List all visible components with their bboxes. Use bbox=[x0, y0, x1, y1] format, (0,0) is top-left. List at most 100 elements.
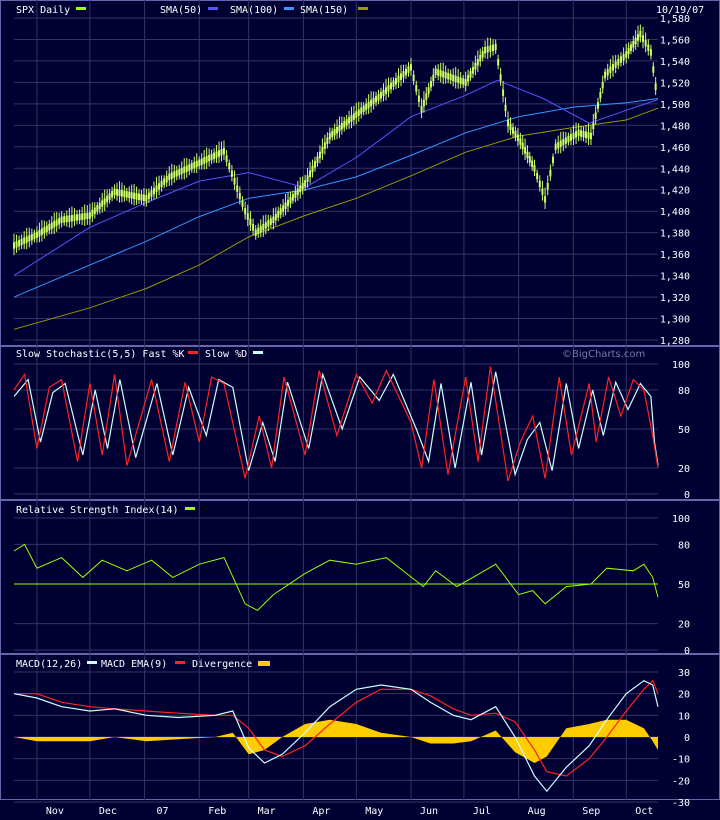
price-candle bbox=[377, 93, 380, 101]
price-candle bbox=[244, 207, 247, 215]
price-candle bbox=[642, 35, 645, 42]
y-tick-label: 80 bbox=[678, 540, 690, 551]
price-candle bbox=[647, 44, 650, 52]
y-tick-label: 1,320 bbox=[660, 293, 690, 304]
price-candle bbox=[511, 127, 514, 134]
price-candle bbox=[190, 163, 193, 170]
price-candle bbox=[65, 215, 68, 223]
macd-legend: MACD(12,26) MACD EMA(9) Divergence bbox=[16, 659, 270, 670]
y-tick-label: 1,400 bbox=[660, 207, 690, 218]
price-candle bbox=[160, 180, 163, 188]
y-tick-label: 20 bbox=[678, 464, 690, 475]
stochastic-title-suffix: Slow %D bbox=[205, 349, 247, 360]
price-candle bbox=[170, 172, 173, 179]
price-candle bbox=[592, 122, 595, 130]
price-candle bbox=[387, 85, 390, 92]
price-candle bbox=[457, 76, 460, 83]
price-candle bbox=[125, 191, 128, 198]
price-candle bbox=[165, 176, 168, 183]
y-tick-label: 50 bbox=[678, 425, 690, 436]
price-candle bbox=[481, 51, 484, 58]
price-candle bbox=[163, 178, 166, 185]
price-candle bbox=[328, 132, 331, 140]
price-candle bbox=[40, 228, 43, 236]
y-tick-label: -30 bbox=[672, 798, 690, 809]
price-candle bbox=[220, 149, 223, 156]
price-candle bbox=[210, 153, 213, 161]
price-candle bbox=[639, 30, 642, 38]
legend-swatch-macd bbox=[87, 661, 97, 664]
y-tick-label: -20 bbox=[672, 776, 690, 787]
price-candle bbox=[577, 129, 580, 137]
x-tick-label: Feb bbox=[208, 806, 226, 817]
price-candle bbox=[103, 198, 106, 205]
price-candle bbox=[215, 151, 218, 158]
y-tick-label: 80 bbox=[678, 386, 690, 397]
price-candle bbox=[412, 74, 415, 82]
y-tick-label: 100 bbox=[672, 360, 690, 371]
y-tick-label: -10 bbox=[672, 755, 690, 766]
x-tick-label: Apr bbox=[312, 806, 330, 817]
price-candle bbox=[531, 160, 534, 168]
y-tick-label: 1,500 bbox=[660, 100, 690, 111]
price-candle bbox=[519, 138, 522, 145]
price-candle bbox=[599, 92, 602, 99]
price-candle bbox=[30, 233, 33, 241]
legend-swatch-macd-ema bbox=[175, 661, 185, 664]
price-candle bbox=[213, 152, 216, 160]
price-candle bbox=[486, 46, 489, 53]
price-candle bbox=[415, 85, 418, 92]
price-candle bbox=[536, 172, 539, 180]
price-candle bbox=[311, 165, 314, 173]
price-candle bbox=[147, 192, 150, 200]
price-candle bbox=[375, 95, 378, 103]
price-candle bbox=[494, 43, 497, 51]
price-candle bbox=[118, 189, 121, 197]
price-candle bbox=[175, 170, 178, 177]
panel-frame-2 bbox=[0, 500, 720, 654]
price-candle bbox=[91, 209, 94, 217]
legend-swatch-spx bbox=[76, 7, 86, 10]
price-candle bbox=[264, 222, 267, 229]
price-candle bbox=[254, 229, 257, 236]
price-candle bbox=[314, 161, 317, 168]
price-candle bbox=[113, 188, 116, 196]
price-candle bbox=[150, 190, 153, 197]
price-candle bbox=[291, 194, 294, 201]
price-candle bbox=[18, 239, 21, 247]
price-candle bbox=[33, 232, 36, 240]
price-candle bbox=[180, 167, 183, 175]
price-candle bbox=[133, 192, 136, 200]
series-line-fast-k bbox=[13, 366, 659, 482]
x-tick-label: May bbox=[365, 806, 383, 817]
price-candle bbox=[76, 214, 79, 221]
price-candle bbox=[384, 87, 387, 94]
price-candle bbox=[155, 185, 158, 192]
price-candle bbox=[343, 121, 346, 128]
price-candle bbox=[449, 73, 452, 81]
price-candle bbox=[589, 132, 592, 140]
y-tick-label: 50 bbox=[678, 580, 690, 591]
price-candle bbox=[193, 162, 196, 169]
price-candle bbox=[101, 200, 104, 207]
price-candle bbox=[649, 49, 652, 56]
series-line-slow-d bbox=[13, 371, 659, 477]
price-candle bbox=[23, 237, 26, 244]
panel-frame-1 bbox=[0, 346, 720, 500]
price-candle bbox=[533, 165, 536, 172]
price-candle bbox=[140, 194, 143, 201]
price-candle bbox=[225, 155, 228, 162]
price-candle bbox=[509, 123, 512, 131]
price-candle bbox=[497, 59, 500, 66]
x-tick-label: Sep bbox=[582, 806, 600, 817]
legend-swatch-fast-k bbox=[188, 351, 198, 354]
legend-label-macd: MACD(12,26) bbox=[16, 659, 82, 670]
x-tick-label: Nov bbox=[46, 806, 64, 817]
price-candle bbox=[394, 78, 397, 85]
price-candle bbox=[28, 235, 31, 242]
price-candle bbox=[306, 175, 309, 182]
price-candle bbox=[120, 190, 123, 197]
price-candle bbox=[507, 119, 510, 127]
y-tick-label: 0 bbox=[684, 733, 690, 744]
